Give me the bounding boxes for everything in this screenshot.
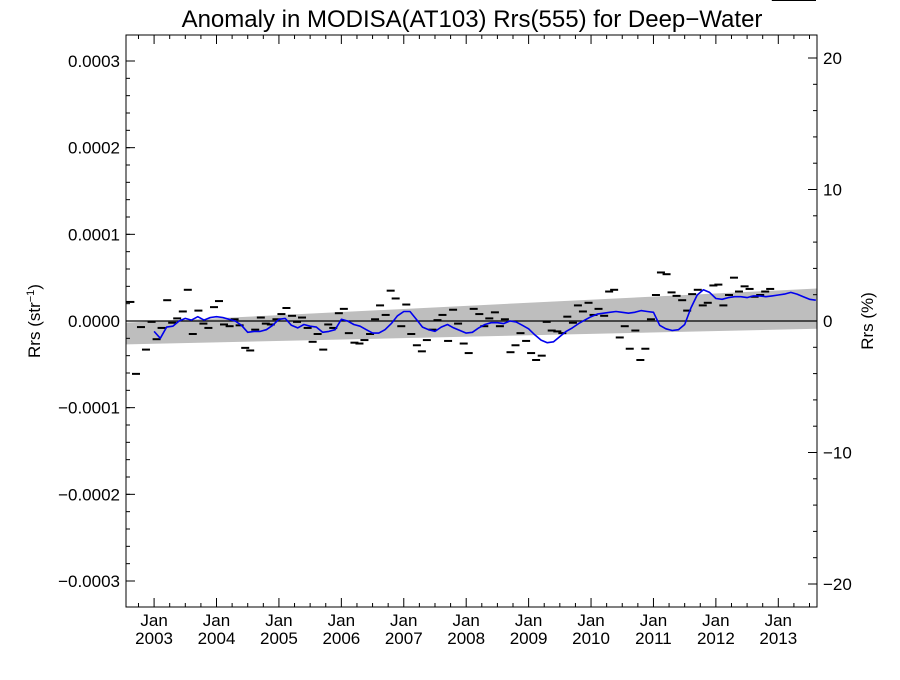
y-tick-label: −0.0003 — [58, 572, 120, 591]
x-tick-year-label: 2013 — [759, 629, 797, 648]
x-tick-year-label: 2008 — [447, 629, 485, 648]
x-tick-year-label: 2004 — [198, 629, 236, 648]
x-tick-month-label: Jan — [577, 611, 604, 630]
running-mean-line — [153, 289, 816, 344]
x-tick-year-label: 2010 — [572, 629, 610, 648]
x-tick-year-label: 2006 — [322, 629, 360, 648]
chart-title: Anomaly in MODISA(AT103) Rrs(555) for De… — [182, 6, 763, 33]
y-tick-label: 0.0003 — [68, 52, 120, 71]
y-tick-label: 0.0001 — [68, 225, 120, 244]
trend-band — [126, 288, 817, 345]
y-axis-label-base: Rrs (str — [25, 302, 44, 358]
x-tick-year-label: 2009 — [510, 629, 548, 648]
x-tick-month-label: Jan — [203, 611, 230, 630]
x-tick-month-label: Jan — [702, 611, 729, 630]
x-tick-month-label: Jan — [140, 611, 167, 630]
y-tick-label: 0.0002 — [68, 139, 120, 158]
y-axis-label: Rrs (str−1) — [25, 284, 44, 358]
x-tick-month-label: Jan — [765, 611, 792, 630]
y2-axis-label: Rrs (%) — [858, 292, 877, 350]
x-tick-year-label: 2003 — [135, 629, 173, 648]
x-tick-month-label: Jan — [515, 611, 542, 630]
y-tick-label: −0.0001 — [58, 399, 120, 418]
y2-tick-label: 0 — [823, 312, 832, 331]
x-tick-year-label: 2011 — [635, 629, 672, 648]
x-tick-month-label: Jan — [328, 611, 355, 630]
y2-tick-label: 20 — [823, 49, 842, 68]
plot-area: 0.0003 0.0002 0.0001 0.0000 −0.0001 −0.0002 −0… — [58, 0, 852, 648]
x-tick-month-label: Jan — [452, 611, 479, 630]
y2-tick-label: −10 — [823, 443, 852, 462]
x-tick-year-label: 2007 — [385, 629, 423, 648]
y2-tick-label: 10 — [823, 181, 842, 200]
x-tick-month-label: Jan — [390, 611, 417, 630]
y-tick-label: −0.0002 — [58, 485, 120, 504]
y-tick-label: 0.0000 — [68, 312, 120, 331]
x-tick-month-label: Jan — [265, 611, 292, 630]
x-tick-year-label: 2005 — [260, 629, 298, 648]
y2-tick-label: −20 — [823, 575, 852, 594]
x-tick-year-label: 2012 — [697, 629, 735, 648]
y-axis-label-superscript: −1 — [25, 290, 37, 303]
x-tick-month-label: Jan — [640, 611, 667, 630]
y-axis-label-close: ) — [25, 284, 44, 290]
